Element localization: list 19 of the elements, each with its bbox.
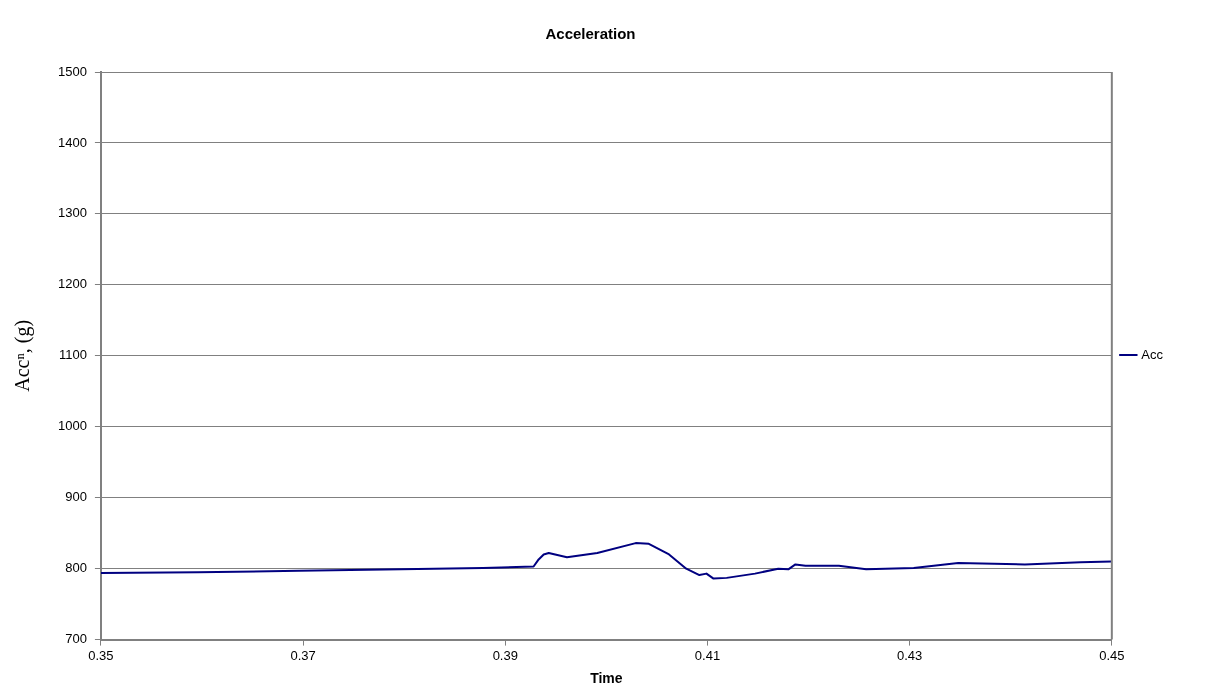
y-tick-label: 1000: [58, 418, 87, 434]
y-tick-label: 800: [65, 560, 87, 576]
y-tick-label: 700: [65, 631, 87, 647]
x-tick-label: 0.43: [896, 647, 923, 663]
y-tick-label: 900: [65, 489, 87, 505]
y-axis-title: Accⁿ, (g): [11, 319, 35, 392]
x-tick-label: 0.35: [88, 647, 114, 663]
y-tick-label: 1400: [58, 134, 87, 150]
x-axis-title: Time: [590, 670, 623, 687]
y-tick-label: 1200: [58, 276, 87, 292]
legend-label: Acc: [1141, 346, 1164, 362]
y-tick-label: 1100: [58, 347, 87, 363]
x-tick-label: 0.37: [290, 647, 316, 663]
x-tick-label: 0.41: [694, 647, 721, 663]
y-tick-label: 1500: [58, 63, 87, 79]
y-tick-label: 1300: [58, 205, 87, 221]
chart-title: Acceleration: [545, 25, 636, 43]
x-tick-label: 0.39: [492, 647, 518, 663]
x-tick-label: 0.45: [1099, 647, 1125, 663]
